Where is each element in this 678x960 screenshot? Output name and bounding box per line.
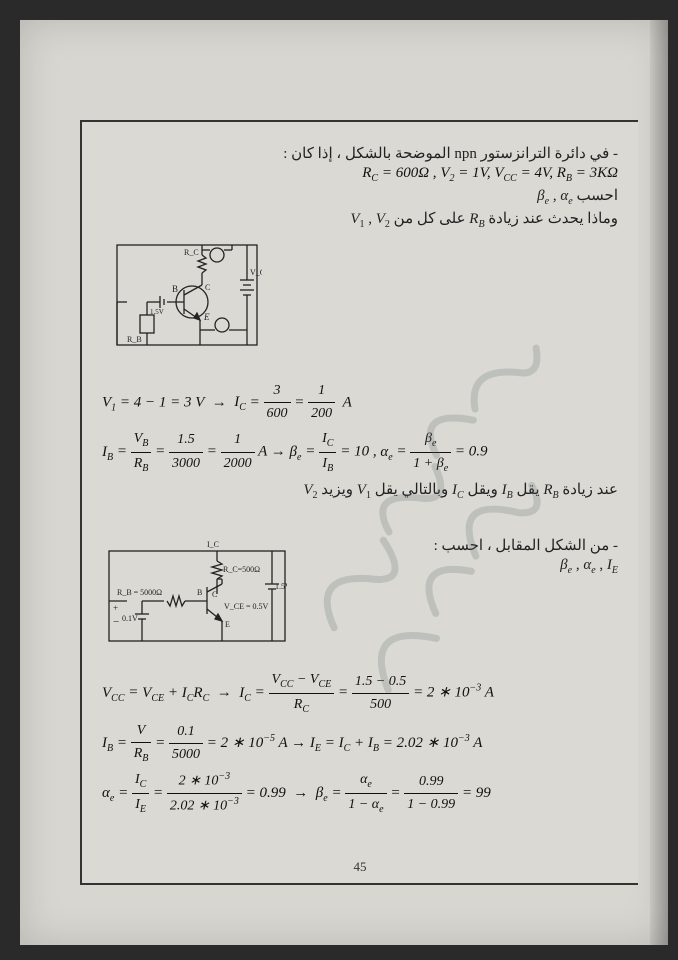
e-label: E — [203, 312, 210, 322]
batt1-label: 0.1V — [122, 614, 138, 623]
circuit-diagram-2: I_C R_C=500Ω R_B = 5000Ω B C V_CE = 0.5V… — [107, 539, 287, 644]
p1-conclusion: عند زيادة RB يقل IB ويقل IC وبالتالي يقل… — [102, 478, 618, 504]
rc-label-2: R_C=500Ω — [223, 565, 260, 574]
b-label: B — [172, 284, 178, 294]
p1-intro: - في دائرة الترانزستور npn الموضحة بالشك… — [102, 144, 618, 163]
c-label-2: C — [212, 590, 217, 599]
vcc-label: V_CC — [250, 268, 262, 277]
b-label-2: B — [197, 588, 202, 597]
p2-calc: βe , αe , IE — [302, 557, 618, 576]
scanned-page: - في دائرة الترانزستور npn الموضحة بالشك… — [20, 20, 668, 945]
scan-edge-shadow — [650, 20, 668, 945]
rb-label-2: R_B = 5000Ω — [117, 588, 162, 597]
p1-effect: وماذا يحدث عند زيادة RB على كل من V1 , V… — [102, 209, 618, 230]
rb-label: R_B — [127, 335, 142, 344]
circuit-diagram-1: R_C V_CC B C E R_B 1.5V — [112, 240, 262, 350]
p1-calc-label: احسب βe , αe — [102, 186, 618, 207]
ic-label: I_C — [207, 540, 219, 549]
p1-given: RC = 600Ω , V2 = 1V, VCC = 4V, RB = 3KΩ — [102, 165, 618, 184]
batt-label: 1.5V — [150, 308, 164, 316]
solution-2: VCC = VCE + ICRC → IC = VCC − VCERC = 1.… — [102, 669, 618, 818]
problem-2-row: I_C R_C=500Ω R_B = 5000Ω B C V_CE = 0.5V… — [102, 534, 618, 659]
e-label-2: E — [225, 620, 230, 629]
page-number: 45 — [354, 859, 367, 875]
solution-1: V1 = 4 − 1 = 3 V → IC = 3600 = 1200 A IB… — [102, 380, 618, 504]
p2-intro: - من الشكل المقابل ، احسب : — [302, 536, 618, 555]
c-label: C — [205, 283, 210, 292]
content-frame: - في دائرة الترانزستور npn الموضحة بالشك… — [80, 120, 638, 885]
batt2-label: 1.5V — [275, 582, 287, 591]
rc-label: R_C — [184, 248, 199, 257]
svg-text:−: − — [113, 616, 119, 628]
svg-text:+: + — [113, 603, 118, 613]
vce-label: V_CE = 0.5V — [224, 602, 269, 611]
